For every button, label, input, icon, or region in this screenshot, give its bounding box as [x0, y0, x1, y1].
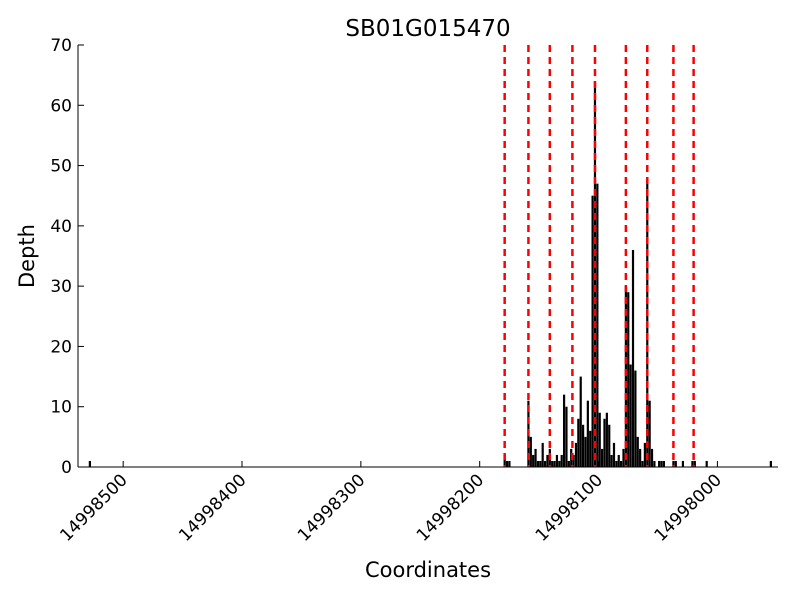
- depth-bar: [634, 370, 637, 467]
- depth-bar: [691, 460, 694, 467]
- depth-bar: [572, 454, 575, 467]
- depth-bar: [650, 448, 654, 467]
- depth-bar: [536, 460, 540, 467]
- depth-bar: [620, 460, 623, 467]
- depth-bar: [529, 436, 532, 467]
- depth-bar: [643, 442, 646, 467]
- depth-bar: [589, 430, 592, 467]
- depth-bar: [660, 460, 663, 467]
- y-ticks: 0 10 20 30 40 50 60 70: [50, 36, 84, 478]
- depth-bar: [555, 454, 559, 467]
- x-tick-label: 14998400: [175, 470, 250, 545]
- depth-bar: [648, 400, 651, 467]
- depth-bar: [662, 460, 666, 467]
- x-tick-label: 14998500: [56, 470, 131, 545]
- x-tick-label: 14998000: [651, 470, 726, 545]
- depth-bar: [608, 424, 611, 467]
- depth-bar: [674, 460, 677, 467]
- depth-bar: [539, 460, 542, 467]
- depth-bar: [624, 286, 627, 467]
- depth-bar: [636, 436, 639, 467]
- depth-bar: [596, 183, 599, 467]
- depth-bar: [546, 454, 549, 467]
- depth-bar: [672, 460, 675, 467]
- depth-bar: [508, 460, 511, 467]
- depth-bar: [534, 448, 537, 467]
- depth-bar: [612, 442, 616, 467]
- y-tick-label: 40: [50, 217, 72, 237]
- depth-bar: [693, 460, 696, 467]
- depth-bar: [88, 460, 91, 467]
- bars-layer: [88, 81, 772, 468]
- y-tick-label: 10: [50, 398, 72, 418]
- depth-bar: [622, 448, 625, 467]
- depth-bar: [601, 448, 604, 467]
- depth-bar: [586, 400, 589, 467]
- depth-bar: [532, 454, 535, 467]
- y-tick-label: 20: [50, 337, 72, 357]
- boundary-lines-layer: [503, 45, 695, 467]
- x-ticks: 14998500 14998400 14998300 14998200 14998100…: [56, 461, 726, 546]
- y-tick-label: 0: [61, 458, 72, 478]
- depth-bar: [541, 442, 544, 467]
- depth-bar: [629, 364, 632, 467]
- depth-bar: [627, 292, 630, 467]
- depth-bar: [610, 454, 613, 467]
- depth-bar: [551, 460, 554, 467]
- x-tick-label: 14998100: [532, 470, 607, 545]
- depth-bar: [615, 460, 618, 467]
- depth-bar: [579, 376, 582, 467]
- depth-bar: [503, 454, 506, 467]
- x-tick-label: 14998200: [413, 470, 488, 545]
- depth-bar: [653, 460, 656, 467]
- depth-bar: [631, 249, 635, 467]
- depth-bar: [705, 460, 708, 467]
- depth-bar: [574, 442, 578, 467]
- depth-bar: [543, 460, 547, 467]
- chart-title: SB01G015470: [345, 16, 510, 42]
- x-axis-label: Coordinates: [365, 558, 491, 582]
- depth-bar: [584, 436, 587, 467]
- y-tick-label: 50: [50, 157, 72, 177]
- depth-bar: [577, 418, 580, 467]
- depth-bar: [658, 460, 661, 467]
- depth-bar: [639, 448, 642, 467]
- depth-bar: [598, 412, 601, 467]
- depth-bar: [605, 412, 608, 467]
- y-tick-label: 30: [50, 277, 72, 297]
- y-axis-label: Depth: [15, 224, 39, 288]
- depth-bar: [769, 460, 772, 467]
- depth-bar: [681, 460, 685, 467]
- depth-bar: [565, 406, 568, 467]
- depth-bar: [558, 460, 561, 467]
- x-tick-label: 14998300: [294, 470, 369, 545]
- y-tick-label: 60: [50, 96, 72, 116]
- y-tick-label: 70: [50, 36, 72, 56]
- depth-bar: [553, 460, 556, 467]
- depth-bar: [641, 460, 644, 467]
- depth-bar: [581, 424, 585, 467]
- depth-bar: [567, 460, 570, 467]
- depth-bar: [560, 454, 563, 467]
- depth-bar: [505, 460, 509, 467]
- depth-bar: [617, 454, 620, 467]
- depth-bar: [591, 195, 594, 467]
- depth-bar: [562, 394, 566, 467]
- depth-bar: [603, 418, 606, 467]
